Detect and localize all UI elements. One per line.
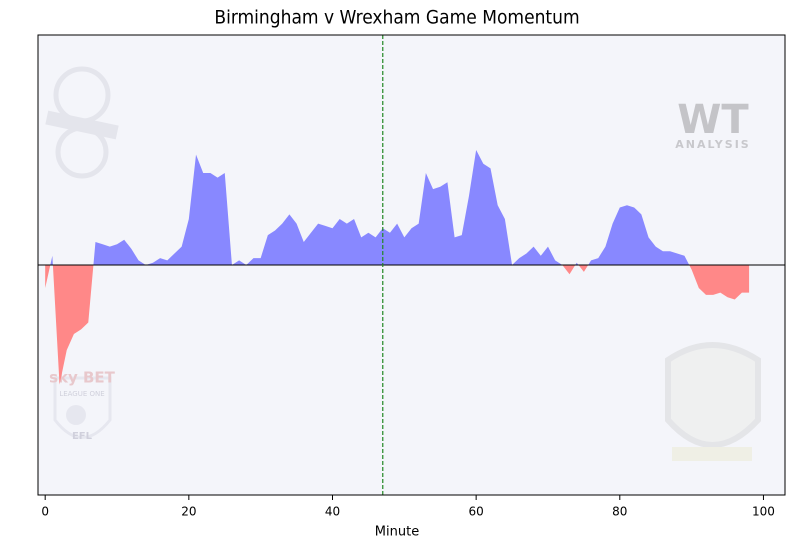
- x-tick-label: 20: [181, 505, 196, 519]
- plot-frame: [37, 34, 786, 496]
- watermark: sky BET: [49, 369, 116, 387]
- crest-efl: [53, 376, 112, 439]
- momentum-area-positive: [45, 150, 750, 265]
- crest-birmingham: [45, 66, 119, 179]
- plot-layer: [38, 35, 785, 495]
- x-tick-label: 0: [41, 505, 49, 519]
- watermark: EFL: [72, 431, 93, 442]
- x-tick-label: 40: [325, 505, 340, 519]
- chart-title: Birmingham v Wrexham Game Momentum: [214, 7, 579, 29]
- watermark: LEAGUE ONE: [59, 390, 104, 398]
- crest-wrexham: [665, 342, 761, 461]
- x-axis-label: Minute: [375, 525, 419, 540]
- x-tick-label: 100: [752, 505, 775, 519]
- watermark: ANALYSIS: [675, 138, 750, 151]
- x-tick-label: 80: [612, 505, 627, 519]
- watermark: WT: [677, 97, 749, 143]
- x-tick-label: 60: [469, 505, 484, 519]
